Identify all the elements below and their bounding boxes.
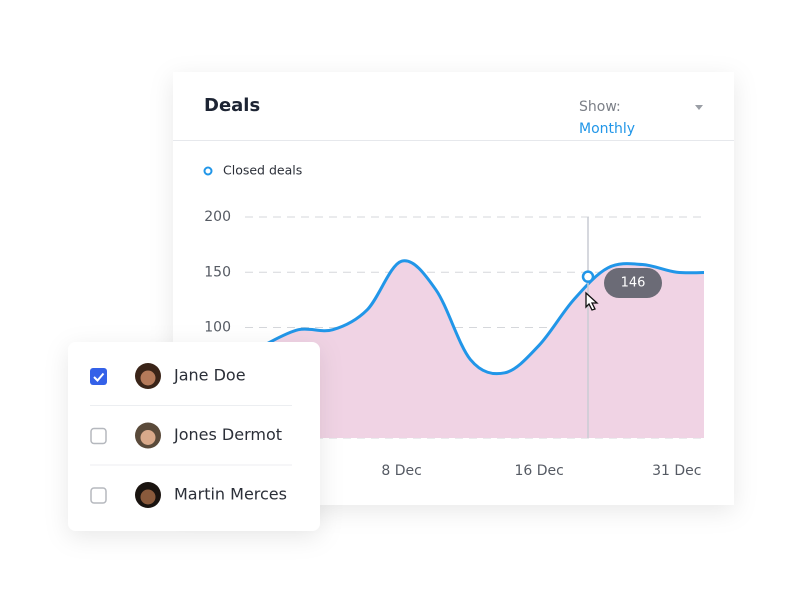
y-tick-label: 200 — [204, 209, 231, 225]
checkmark — [93, 372, 105, 382]
show-label: Show: — [579, 99, 621, 115]
popup-card — [68, 342, 320, 531]
legend-label: Closed deals — [223, 163, 302, 178]
avatar-face — [140, 430, 156, 445]
plot — [245, 216, 704, 439]
person-name: Jane Doe — [173, 366, 246, 385]
checkbox[interactable] — [90, 368, 107, 385]
cursor — [585, 291, 599, 311]
person-name: Martin Merces — [174, 485, 287, 504]
card-title: Deals — [204, 95, 260, 116]
hover-point — [581, 270, 595, 283]
area — [264, 260, 704, 438]
x-tick-label: 31 Dec — [652, 463, 701, 479]
tooltip-value: 146 — [621, 276, 646, 291]
show-value[interactable]: Monthly — [579, 121, 635, 137]
y-tick-label: 150 — [204, 264, 231, 280]
line — [263, 259, 704, 376]
checkbox[interactable] — [90, 427, 107, 445]
x-tick-label: 16 Dec — [515, 463, 564, 479]
avatar-face — [140, 370, 156, 386]
dropdown-caret[interactable] — [695, 105, 703, 110]
tooltip — [604, 268, 662, 298]
x-tick-label: 8 Dec — [381, 463, 421, 479]
legend-marker — [203, 166, 213, 176]
people-popup: Jane Doe Jones Dermot Martin Merces — [68, 342, 320, 531]
y-tick-label: 100 — [204, 320, 231, 336]
person-name: Jones Dermot — [173, 425, 282, 444]
avatar-face — [140, 489, 156, 505]
checkbox[interactable] — [90, 487, 107, 504]
